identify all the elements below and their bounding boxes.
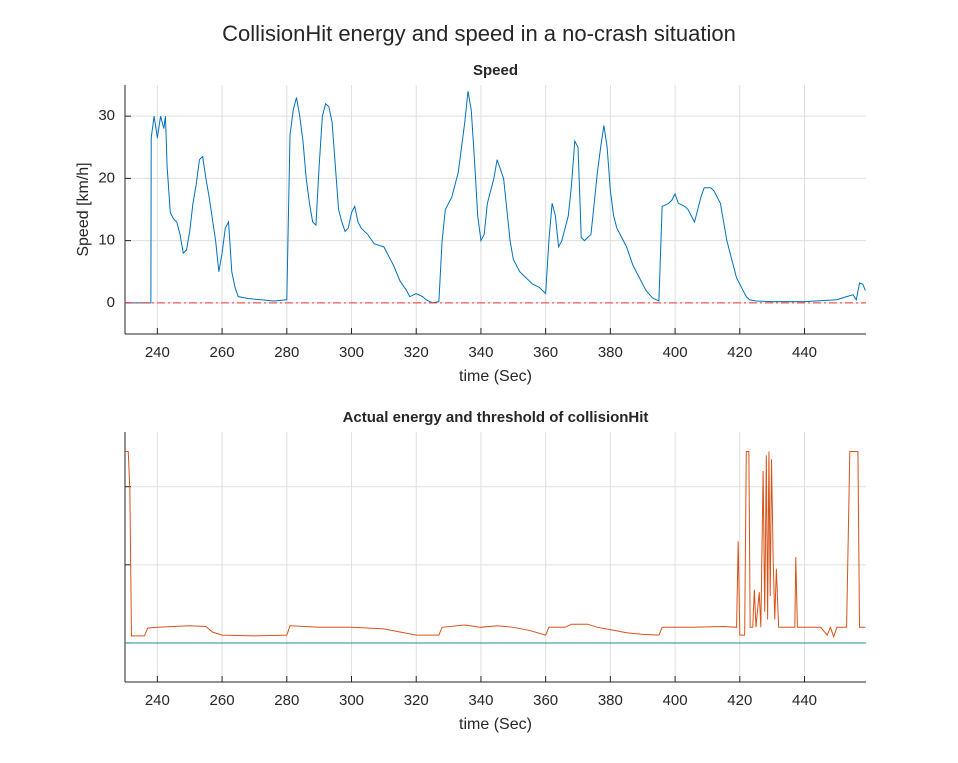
x-tick-label: 340	[468, 692, 493, 709]
x-tick-label: 300	[339, 692, 364, 709]
x-tick-label: 440	[792, 692, 817, 709]
chart-title: Speed	[473, 62, 518, 79]
x-tick-label: 320	[404, 344, 429, 361]
y-tick-label: 0	[107, 294, 115, 311]
x-tick-label: 260	[210, 344, 235, 361]
x-tick-label: 320	[404, 692, 429, 709]
x-tick-label: 380	[598, 692, 623, 709]
series-line	[125, 91, 866, 304]
x-tick-label: 280	[274, 344, 299, 361]
y-tick-label: 10	[98, 232, 115, 249]
chart-title: Actual energy and threshold of collision…	[343, 409, 649, 426]
x-tick-label: 360	[533, 344, 558, 361]
x-tick-label: 420	[727, 692, 752, 709]
x-tick-label: 400	[663, 692, 688, 709]
x-tick-label: 420	[727, 344, 752, 361]
y-tick-label: 30	[98, 107, 115, 124]
series-line	[125, 451, 866, 639]
figure-title: CollisionHit energy and speed in a no-cr…	[222, 21, 736, 46]
y-tick-label: 20	[98, 169, 115, 186]
x-tick-label: 280	[274, 692, 299, 709]
x-tick-label: 360	[533, 692, 558, 709]
y-axis-label: Speed [km/h]	[75, 162, 92, 256]
x-tick-label: 440	[792, 344, 817, 361]
x-tick-label: 300	[339, 344, 364, 361]
x-axis-label: time (Sec)	[459, 716, 532, 733]
x-tick-label: 380	[598, 344, 623, 361]
x-tick-label: 240	[145, 692, 170, 709]
x-tick-label: 340	[468, 344, 493, 361]
x-tick-label: 400	[663, 344, 688, 361]
x-tick-label: 260	[210, 692, 235, 709]
x-tick-label: 240	[145, 344, 170, 361]
x-axis-label: time (Sec)	[459, 368, 532, 385]
